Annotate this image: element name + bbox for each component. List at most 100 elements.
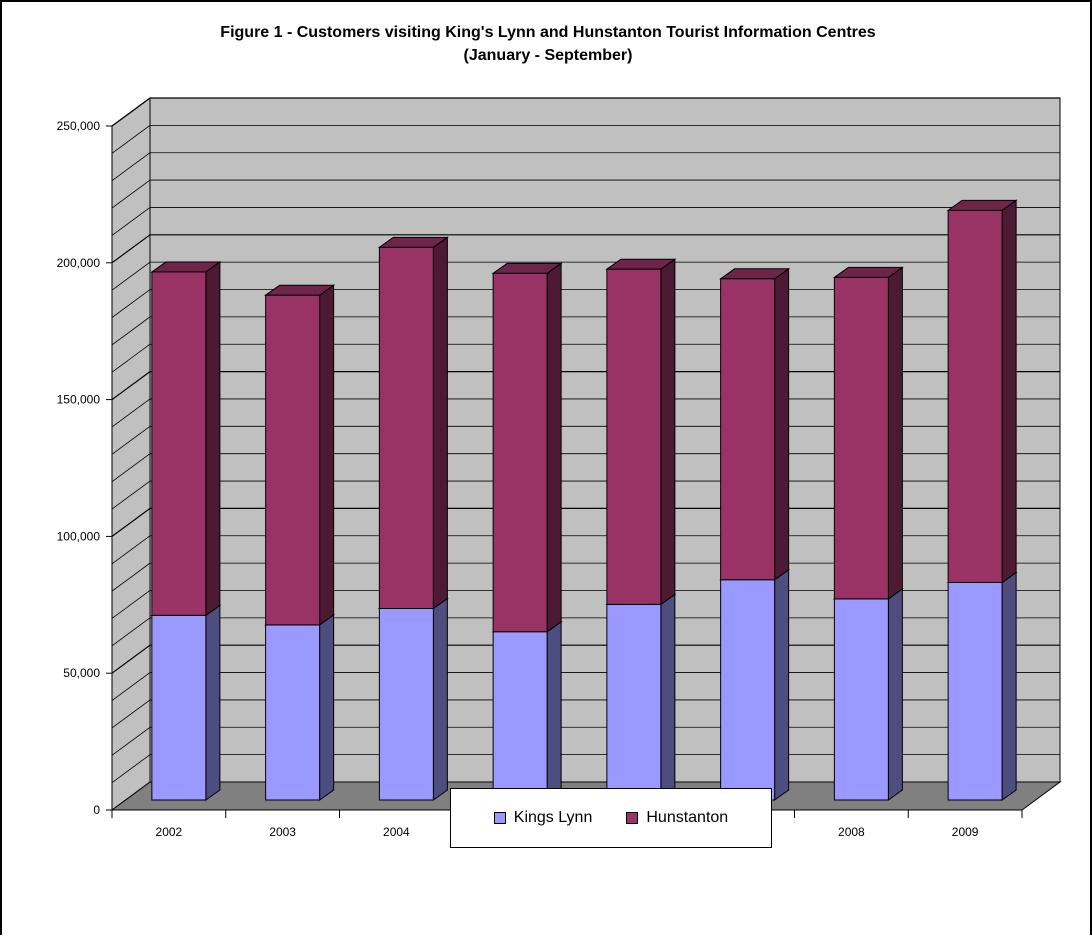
gridline-side <box>111 590 151 619</box>
gridline-side <box>111 535 151 565</box>
gridline <box>111 124 1060 154</box>
y-tick-label: 100,000 <box>57 529 101 543</box>
gridline-side <box>111 562 151 592</box>
bar-front <box>833 598 889 801</box>
bar-stack-2006 <box>605 258 677 801</box>
gridline-side <box>111 699 151 729</box>
gridline-side <box>111 754 151 783</box>
gridline-side <box>111 425 151 455</box>
y-tick-label: 250,000 <box>57 119 101 133</box>
bar-side <box>887 266 903 600</box>
legend-swatch-hunstanton <box>626 812 639 824</box>
gridline-side <box>111 617 151 647</box>
gridline <box>111 261 1060 291</box>
gridline <box>111 152 1060 182</box>
y-tick-label: 0 <box>93 803 100 817</box>
x-tick-label: 2009 <box>952 825 979 839</box>
bar-kings-lynn-2008 <box>832 587 904 801</box>
x-tick-label: 2004 <box>383 825 410 839</box>
bar-side <box>774 568 790 801</box>
bar-front <box>492 631 548 801</box>
side-wall <box>111 97 151 811</box>
bar-stack-2004 <box>377 236 449 801</box>
bar-hunstanton-2006 <box>605 258 677 606</box>
gridline-side <box>111 152 151 182</box>
bar-stack-2007 <box>719 267 791 801</box>
bar-front <box>720 278 776 581</box>
bar-hunstanton-2007 <box>719 267 791 581</box>
legend-item-hunstanton: Hunstanton <box>626 809 728 827</box>
legend: Kings Lynn Hunstanton <box>450 788 772 848</box>
bar-kings-lynn-2005 <box>491 620 563 801</box>
bar-side <box>205 604 221 801</box>
gridline <box>111 97 1060 127</box>
bar-stack-2009 <box>946 199 1018 801</box>
x-tick-label: 2003 <box>269 825 296 839</box>
gridline <box>111 179 1060 209</box>
bar-side <box>319 284 335 626</box>
bar-front <box>720 579 776 801</box>
gridline-side <box>111 726 151 756</box>
bar-front <box>947 581 1003 801</box>
bar-kings-lynn-2002 <box>150 604 222 801</box>
gridline-side <box>111 371 151 401</box>
legend-label-hunstanton: Hunstanton <box>646 809 729 826</box>
bar-front <box>265 624 321 801</box>
bar-side <box>1001 571 1017 801</box>
bar-kings-lynn-2006 <box>605 593 677 801</box>
bar-side <box>205 260 221 617</box>
bar-side <box>660 258 676 606</box>
bar-front <box>947 209 1003 583</box>
gridline-side <box>111 644 151 674</box>
bar-hunstanton-2009 <box>946 199 1018 584</box>
x-tick-label: 2002 <box>156 825 183 839</box>
bar-hunstanton-2003 <box>264 284 336 626</box>
bar-hunstanton-2008 <box>832 266 904 600</box>
bar-front <box>606 268 662 605</box>
bar-front <box>378 607 434 801</box>
gridline-side <box>111 316 151 346</box>
bar-hunstanton-2005 <box>491 262 563 633</box>
gridline-side <box>111 97 151 127</box>
gridline-side <box>111 343 151 373</box>
bar-kings-lynn-2009 <box>946 571 1018 801</box>
gridline-side <box>111 261 151 291</box>
gridline-side <box>111 289 151 318</box>
chart-subtitle: (January - September) <box>463 47 633 64</box>
bar-hunstanton-2002 <box>150 260 222 617</box>
gridline-side <box>111 234 151 264</box>
bar-kings-lynn-2007 <box>719 568 791 801</box>
legend-item-kings-lynn: Kings Lynn <box>493 809 593 827</box>
bar-front <box>492 272 548 633</box>
bar-side <box>432 597 448 801</box>
gridline <box>111 207 1060 236</box>
bar-side <box>546 262 562 633</box>
bar-side <box>432 236 448 610</box>
gridline-side <box>111 672 151 701</box>
gridline-side <box>111 207 151 236</box>
bar-front <box>151 271 207 616</box>
x-tick-label: 2008 <box>838 825 865 839</box>
gridline-side <box>111 480 151 510</box>
bar-kings-lynn-2003 <box>264 613 336 801</box>
y-tick-label: 150,000 <box>57 393 101 407</box>
legend-swatch-kings-lynn <box>493 812 506 824</box>
bar-front <box>833 276 889 600</box>
bar-stack-2002 <box>150 260 222 801</box>
bar-side <box>887 587 903 801</box>
bar-front <box>606 603 662 801</box>
bar-front <box>265 294 321 626</box>
gridline-side <box>111 179 151 209</box>
chart-title: Figure 1 - Customers visiting King's Lyn… <box>220 24 876 41</box>
bar-side <box>1001 199 1017 584</box>
gridline-side <box>111 507 151 537</box>
legend-label-kings-lynn: Kings Lynn <box>513 809 593 826</box>
bar-side <box>660 593 676 801</box>
y-tick-label: 50,000 <box>63 666 100 680</box>
bar-side <box>774 267 790 581</box>
bar-hunstanton-2004 <box>377 236 449 610</box>
bar-front <box>151 614 207 801</box>
bar-side <box>546 620 562 801</box>
